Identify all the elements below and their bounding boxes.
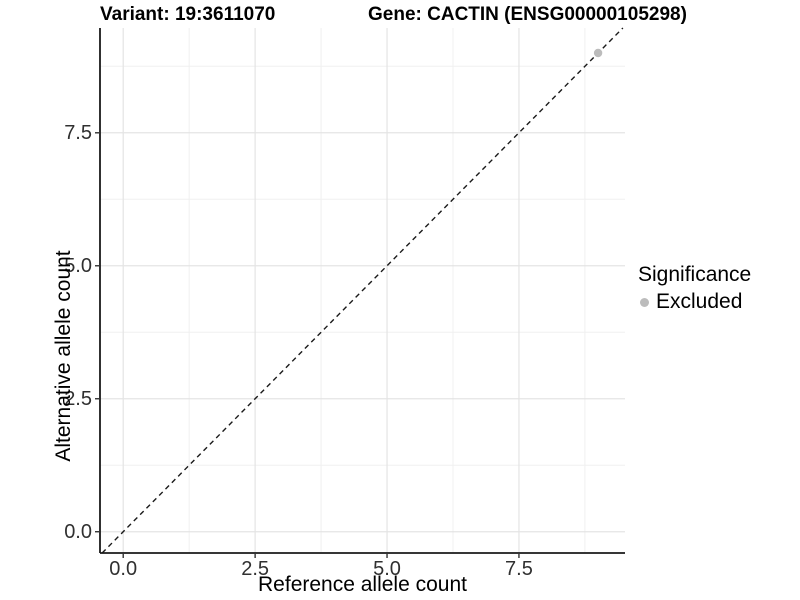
y-tick-label: 5.0 bbox=[64, 254, 92, 277]
x-tick-label: 7.5 bbox=[505, 558, 533, 580]
plot-title-gene: Gene: CACTIN (ENSG00000105298) bbox=[368, 4, 687, 25]
legend-title: Significance bbox=[638, 263, 752, 286]
y-tick-label: 2.5 bbox=[64, 387, 92, 410]
excluded-point-icon bbox=[640, 297, 649, 307]
x-tick-label: 2.5 bbox=[241, 558, 270, 580]
plot-title-variant: Variant: 19:3611070 bbox=[100, 4, 276, 25]
x-tick-label: 5.0 bbox=[373, 558, 401, 580]
data-point bbox=[593, 48, 603, 58]
x-tick-label: 0.0 bbox=[109, 558, 138, 580]
legend-entry-excluded: Excluded bbox=[638, 290, 751, 314]
legend-entry-label: Excluded bbox=[656, 290, 743, 313]
y-tick-label: 7.5 bbox=[64, 121, 92, 144]
legend: Significance Excluded bbox=[638, 263, 751, 314]
y-tick-label: 0.0 bbox=[64, 520, 92, 543]
y-axis-title: Alternative allele count bbox=[52, 250, 75, 462]
identity-line bbox=[101, 27, 624, 554]
x-axis-title: Reference allele count bbox=[258, 573, 467, 596]
